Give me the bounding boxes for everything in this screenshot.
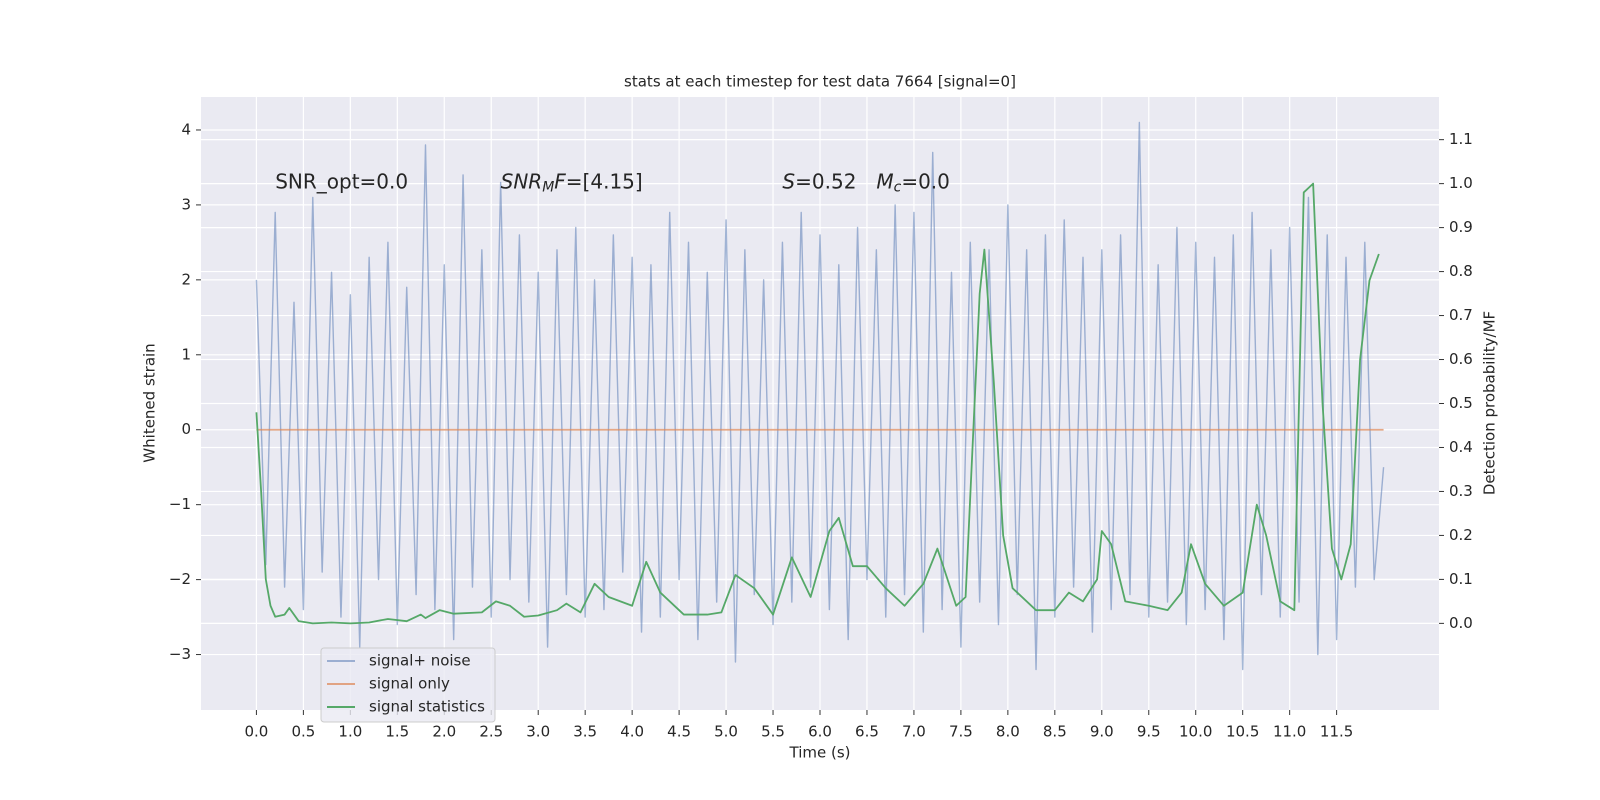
series-line (255, 121, 1385, 671)
y-tick-label: 0 (181, 420, 191, 438)
annotation-part: M (876, 169, 893, 193)
annotation: S=0.52 (782, 169, 856, 193)
x-tick-label: 2.0 (432, 723, 456, 741)
x-tick-label: 7.0 (902, 723, 926, 741)
marks (255, 121, 1385, 671)
x-tick-label: 4.5 (667, 723, 691, 741)
x-tick-label: 1.0 (338, 723, 362, 741)
annotation-part: c (894, 179, 902, 195)
y2-tick-label: 0.6 (1449, 350, 1473, 368)
y-tick-label: 4 (181, 120, 191, 138)
y2-tick-label: 0.2 (1449, 526, 1473, 544)
y2-tick-label: 0.5 (1449, 394, 1473, 412)
y2-tick-label: 0.1 (1449, 570, 1473, 588)
x-tick-label: 8.0 (996, 723, 1020, 741)
annotation-part: SNR (501, 169, 543, 193)
x-tick-label: 9.5 (1137, 723, 1161, 741)
x-tick-label: 10.5 (1226, 723, 1259, 741)
x-tick-label: 3.5 (573, 723, 597, 741)
legend-label: signal+ noise (369, 652, 471, 670)
y2-tick-label: 0.9 (1449, 218, 1473, 236)
y2-tick-label: 1.1 (1449, 130, 1473, 148)
x-tick-label: 4.0 (620, 723, 644, 741)
annotation-part: =[4.15] (566, 169, 643, 193)
x-tick-label: 7.5 (949, 723, 973, 741)
annotation: SNRMF=[4.15] (501, 169, 643, 196)
legend-label: signal only (369, 675, 450, 693)
y-tick-label: −2 (169, 570, 191, 588)
y2-tick-label: 0.3 (1449, 482, 1473, 500)
y2-tick-label: 0.4 (1449, 438, 1473, 456)
x-tick-label: 6.0 (808, 723, 832, 741)
annotation-part: F (554, 169, 566, 193)
annotation-part: SNR_opt=0.0 (275, 169, 408, 193)
x-tick-label: 3.0 (526, 723, 550, 741)
y2-tick-label: 1.0 (1449, 174, 1473, 192)
series-line (255, 182, 1380, 625)
annotation-part: M (542, 179, 554, 195)
x-tick-label: 6.5 (855, 723, 879, 741)
annotation: Mc=0.0 (876, 169, 950, 196)
x-tick-label: 9.0 (1090, 723, 1114, 741)
annotation-part: =0.52 (795, 169, 856, 193)
x-tick-label: 5.5 (761, 723, 785, 741)
x-tick-label: 10.0 (1179, 723, 1212, 741)
chart-title: stats at each timestep for test data 766… (624, 73, 1016, 91)
x-tick-label: 0.5 (291, 723, 315, 741)
x-tick-label: 11.0 (1273, 723, 1306, 741)
x-tick-label: 1.5 (385, 723, 409, 741)
y-tick-label: 3 (181, 195, 191, 213)
x-tick-label: 11.5 (1320, 723, 1353, 741)
labels: 0.0 0.5 1.0 1.5 2.0 2.5 3.0 3.5 4.0 4.5 5.0 5.5 6.0 6… (169, 120, 1473, 740)
x-tick-label: 5.0 (714, 723, 738, 741)
y-tick-label: −1 (169, 495, 191, 513)
y-tick-label: 2 (181, 270, 191, 288)
y-tick-label: −3 (169, 645, 191, 663)
y2-tick-label: 0.7 (1449, 306, 1473, 324)
y-tick-label: 1 (181, 345, 191, 363)
annotation-part: S (782, 169, 795, 193)
y-axis-label: Whitened strain (141, 343, 159, 462)
x-tick-label: 0.0 (244, 723, 268, 741)
y2-tick-label: 0.8 (1449, 262, 1473, 280)
x-tick-label: 8.5 (1043, 723, 1067, 741)
legend-label: signal statistics (369, 698, 485, 716)
legend-box (320, 647, 496, 723)
annotation: SNR_opt=0.0 (275, 169, 408, 193)
x-tick-label: 2.5 (479, 723, 503, 741)
y2-axis-label: Detection probability/MF (1481, 311, 1499, 495)
y2-tick-label: 0.0 (1449, 614, 1473, 632)
annotation-part: =0.0 (901, 169, 950, 193)
x-axis-label: Time (s) (789, 744, 851, 762)
